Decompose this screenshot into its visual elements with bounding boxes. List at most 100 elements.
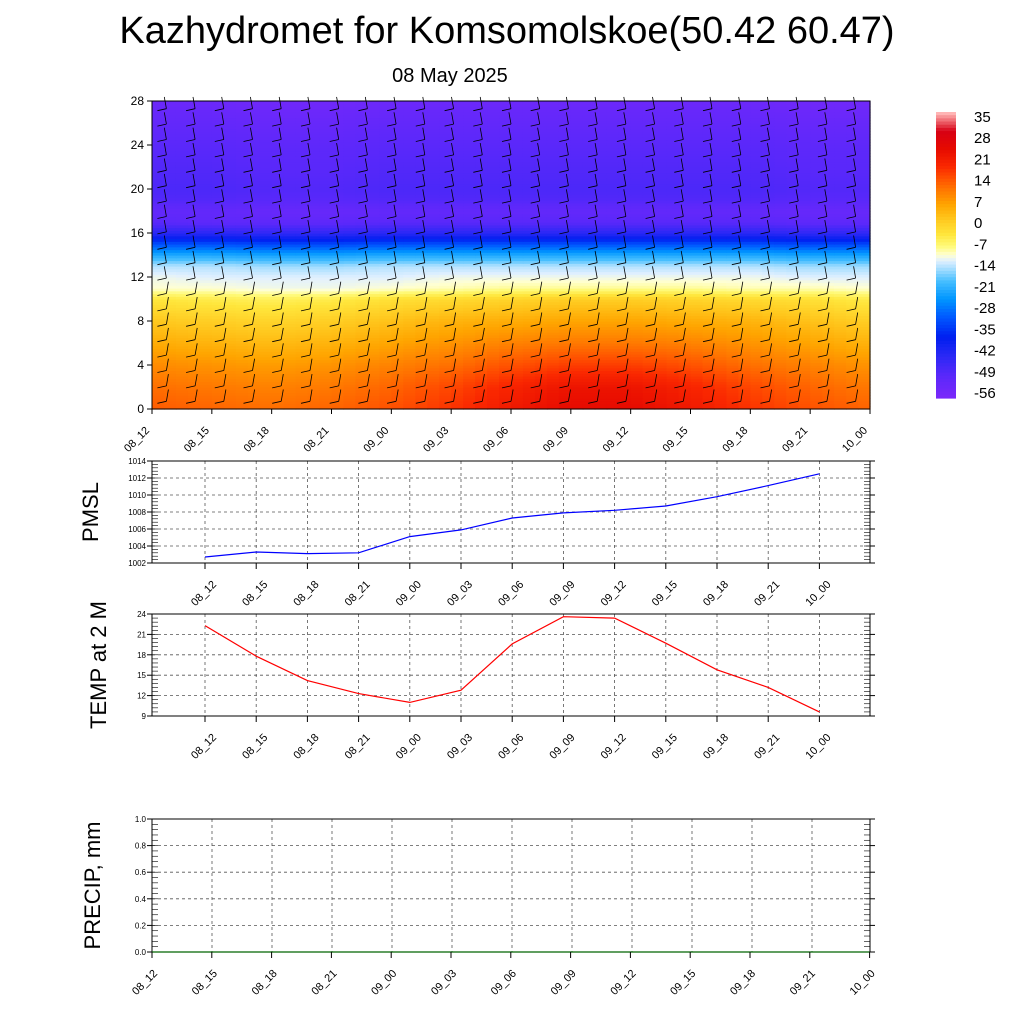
heatmap-cell xyxy=(654,293,668,297)
heatmap-cell xyxy=(319,293,333,297)
heatmap-cell xyxy=(750,186,763,190)
heatmap-cell xyxy=(666,293,680,297)
heatmap-cell xyxy=(594,235,608,240)
heatmap-cell xyxy=(199,406,213,410)
heatmap-cell xyxy=(319,180,333,185)
heatmap-cell xyxy=(499,235,512,240)
heatmap-cell xyxy=(247,288,261,292)
heatmap-cell xyxy=(798,348,811,352)
heatmap-cell xyxy=(511,202,524,207)
heatmap-cell xyxy=(343,277,357,281)
heatmap-cell xyxy=(786,266,799,270)
heatmap-cell xyxy=(487,249,500,253)
heatmap-cell xyxy=(738,197,751,201)
heatmap-cell xyxy=(427,318,440,322)
heatmap-cell xyxy=(690,224,704,229)
heatmap-cell xyxy=(798,227,811,231)
heatmap-cell xyxy=(582,274,596,278)
heatmap-cell xyxy=(187,356,201,361)
heatmap-cell xyxy=(439,249,452,253)
heatmap-cell xyxy=(259,307,273,311)
heatmap-cell xyxy=(846,387,859,391)
heatmap-cell xyxy=(594,238,608,242)
heatmap-cell xyxy=(403,376,416,380)
heatmap-cell xyxy=(534,241,548,245)
heatmap-cell xyxy=(522,315,536,319)
heatmap-cell xyxy=(199,299,213,303)
heatmap-cell xyxy=(451,332,464,336)
heatmap-cell xyxy=(511,387,524,391)
heatmap-cell xyxy=(690,348,704,352)
heatmap-cell xyxy=(235,200,249,204)
heatmap-cell xyxy=(726,202,739,207)
heatmap-cell xyxy=(654,310,668,314)
heatmap-cell xyxy=(451,194,464,198)
heatmap-cell xyxy=(511,362,524,366)
heatmap-cell xyxy=(606,337,620,341)
heatmap-cell xyxy=(355,241,368,245)
heatmap-cell xyxy=(846,191,859,196)
heatmap-cell xyxy=(774,244,787,248)
heatmap-cell xyxy=(702,356,716,361)
heatmap-cell xyxy=(582,282,596,286)
heatmap-cell xyxy=(702,387,716,391)
heatmap-cell xyxy=(606,354,620,358)
heatmap-cell xyxy=(235,208,249,212)
heatmap-cell xyxy=(654,252,668,256)
heatmap-cell xyxy=(606,400,620,405)
heatmap-cell xyxy=(259,348,273,352)
heatmap-cell xyxy=(834,233,847,237)
heatmap-cell xyxy=(774,392,787,396)
heatmap-cell xyxy=(451,376,464,380)
heatmap-cell xyxy=(858,241,871,245)
heatmap-cell xyxy=(618,359,632,363)
heatmap-cell xyxy=(439,194,452,198)
heatmap-cell xyxy=(654,216,668,220)
heatmap-cell xyxy=(319,211,333,215)
heatmap-cell xyxy=(163,274,177,278)
heatmap-cell xyxy=(750,373,763,377)
heatmap-cell xyxy=(307,329,321,333)
heatmap-cell xyxy=(152,224,165,229)
heatmap-cell xyxy=(451,387,464,391)
heatmap-cell xyxy=(307,230,321,234)
heatmap-cell xyxy=(223,249,237,253)
heatmap-cell xyxy=(846,406,859,410)
heatmap-cell xyxy=(223,282,237,286)
heatmap-cell xyxy=(175,266,189,270)
heatmap-cell xyxy=(546,359,560,363)
heatmap-cell xyxy=(247,337,261,341)
heatmap-cell xyxy=(331,216,345,220)
heatmap-cell xyxy=(295,205,309,209)
heatmap-cell xyxy=(283,252,297,256)
heatmap-cell xyxy=(247,271,261,275)
heatmap-cell xyxy=(606,312,620,317)
heatmap-cell xyxy=(403,200,416,204)
heatmap-cell xyxy=(594,189,608,193)
heatmap-cell xyxy=(487,189,500,193)
heatmap-cell xyxy=(355,202,368,207)
heatmap-cell xyxy=(810,354,823,358)
heatmap-cell xyxy=(223,246,237,251)
heatmap-cell xyxy=(235,315,249,319)
heatmap-cell xyxy=(463,208,476,212)
heatmap-cell xyxy=(379,315,392,319)
heatmap-cell xyxy=(235,227,249,231)
heatmap-cell xyxy=(654,384,668,388)
heatmap-cell xyxy=(379,376,392,380)
heatmap-cell xyxy=(738,389,751,394)
heatmap-cell xyxy=(822,249,835,253)
heatmap-cell xyxy=(714,180,727,185)
heatmap-cell xyxy=(822,213,835,218)
heatmap-cell xyxy=(487,208,500,212)
heatmap-cell xyxy=(666,268,680,273)
heatmap-cell xyxy=(786,216,799,220)
heatmap-cell xyxy=(235,219,249,223)
heatmap-cell xyxy=(152,326,165,330)
heatmap-cell xyxy=(738,290,751,295)
heatmap-cell xyxy=(247,381,261,385)
heatmap-cell xyxy=(654,387,668,391)
heatmap-cell xyxy=(415,345,428,350)
heatmap-cell xyxy=(594,301,608,306)
heatmap-cell xyxy=(678,235,692,240)
